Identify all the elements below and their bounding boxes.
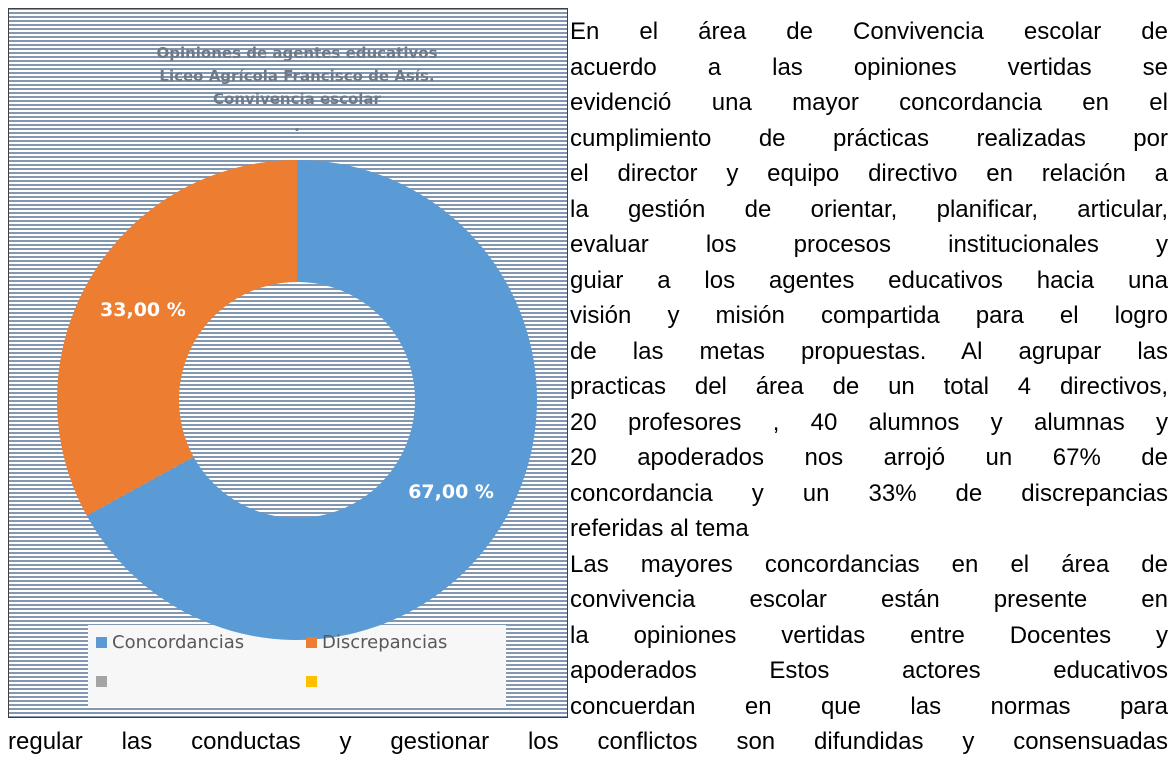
text-line: regular las conductas y gestionar los co…: [8, 728, 1168, 755]
legend-label: Concordancias: [112, 632, 244, 653]
text-line: Las mayores concordancias en el área de: [570, 550, 1168, 578]
text-line: de las metas propuestas. Al agrupar las: [570, 337, 1168, 365]
text-line: 20 profesores , 40 alumnos y alumnas y: [570, 408, 1168, 436]
text-line: guiar a los agentes educativos hacia una: [570, 266, 1168, 294]
chart-title: Convivencia escolar: [213, 90, 381, 108]
text-line: la gestión de orientar, planificar, arti…: [570, 195, 1168, 223]
donut-segment: [57, 160, 298, 516]
text-line: convivencia escolar están presente en: [570, 586, 1168, 613]
legend-swatch: [306, 676, 317, 687]
text-line: evaluar los procesos institucionales y: [570, 231, 1168, 258]
chart: Opiniones de agentes educativos Liceo Agr…: [8, 8, 568, 718]
text-line: concordancia y un 33% de discrepancias: [570, 479, 1168, 507]
legend-swatch: [96, 676, 107, 687]
chart-title: Opiniones de agentes educativos: [156, 44, 437, 62]
text-line: acuerdo a las opiniones vertidas se: [570, 53, 1168, 81]
text-line: 20 apoderados nos arrojó un 67% de: [570, 444, 1168, 471]
data-label: 33,00 %: [100, 299, 186, 321]
legend-label: Discrepancias: [322, 632, 447, 653]
legend-swatch: [306, 637, 317, 648]
data-label: 67,00 %: [408, 481, 494, 503]
text-line: visión y misión compartida para el logro: [570, 302, 1168, 329]
text-line: la opiniones vertidas entre Docentes y: [570, 621, 1168, 649]
text-line: cumplimiento de prácticas realizadas por: [570, 124, 1168, 152]
text-line: referidas al tema: [570, 515, 749, 542]
chart-title: .: [294, 117, 300, 135]
text-line: En el área de Convivencia escolar de: [570, 18, 1168, 45]
chart-title: Liceo Agrícola Francisco de Asís.: [159, 67, 434, 85]
text-line: apoderados Estos actores educativos: [570, 657, 1168, 684]
text-line: el director y equipo directivo en relaci…: [570, 160, 1168, 187]
legend-swatch: [96, 637, 107, 648]
text-line: practicas del área de un total 4 directi…: [570, 373, 1168, 400]
text-line: evidenció una mayor concordancia en el: [570, 89, 1168, 116]
donut-segment: [86, 160, 538, 641]
text-line: concuerdan en que las normas para: [570, 692, 1168, 720]
